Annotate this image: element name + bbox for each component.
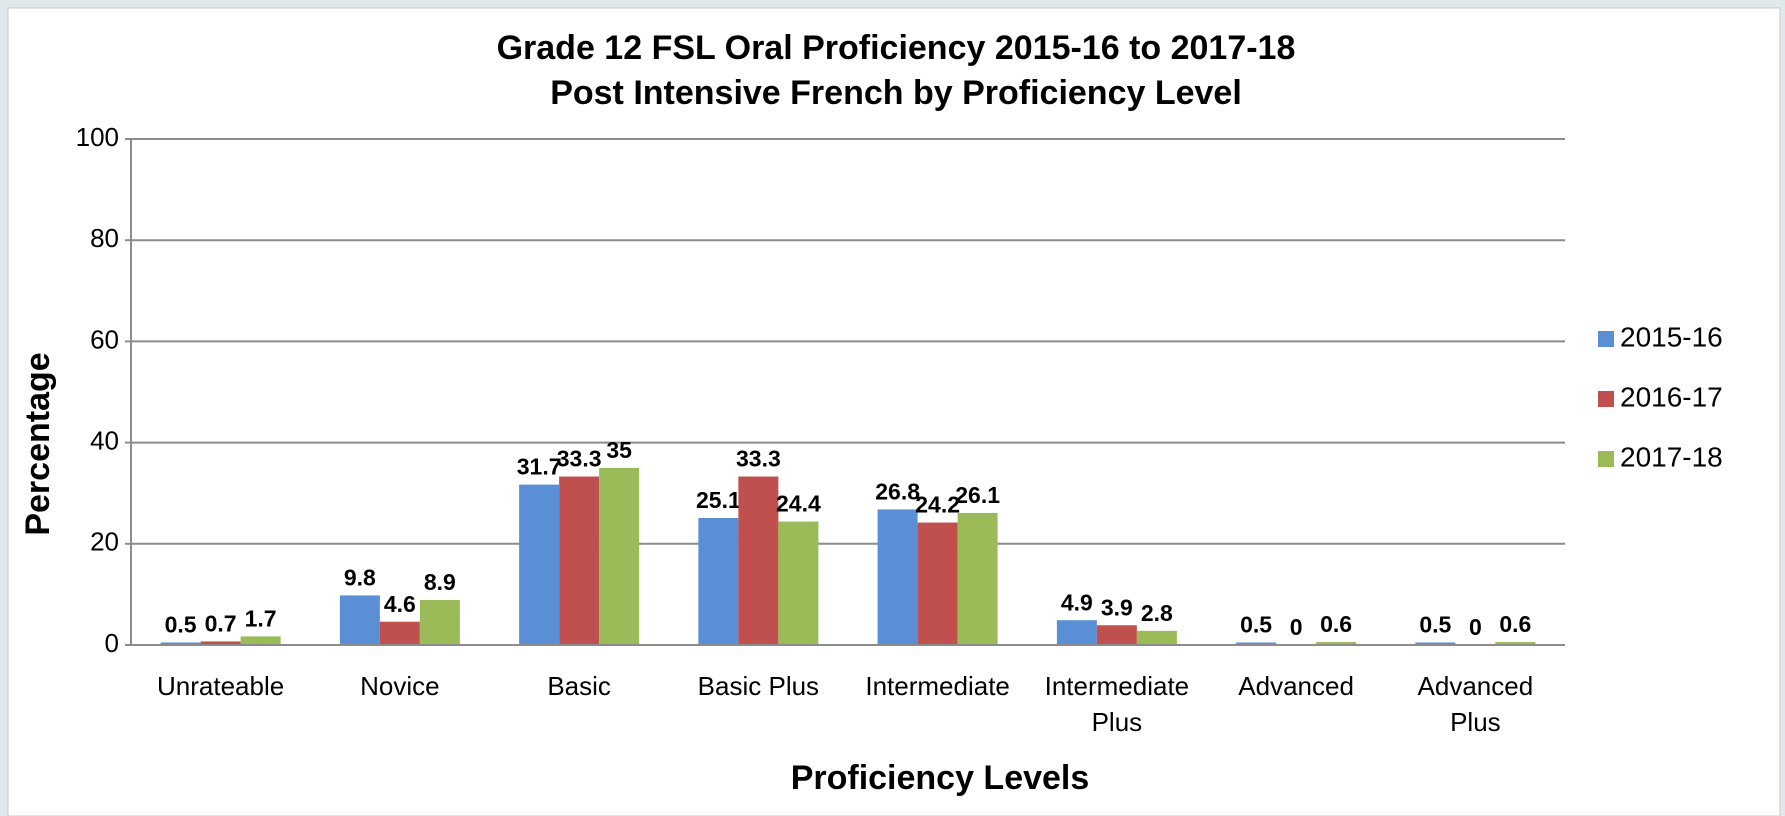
bar xyxy=(419,599,460,645)
legend-marker xyxy=(1598,391,1614,407)
y-tick-label: 80 xyxy=(90,223,119,253)
x-tick-label: Basic xyxy=(547,671,611,701)
legend-label: 2016-17 xyxy=(1620,381,1723,412)
bar xyxy=(160,642,201,645)
x-tick-label: Intermediate Plus xyxy=(1044,671,1190,737)
bar xyxy=(379,621,420,645)
bar xyxy=(698,517,739,645)
value-label: 33.3 xyxy=(557,446,602,472)
value-label: 25.1 xyxy=(696,487,741,513)
bar xyxy=(957,512,998,645)
value-label: 35 xyxy=(606,437,632,463)
bar xyxy=(519,484,560,645)
bar xyxy=(1495,641,1536,645)
value-label: 2.8 xyxy=(1141,600,1173,626)
value-label: 24.2 xyxy=(915,492,960,518)
value-label: 33.3 xyxy=(736,446,781,472)
x-tick-label: Basic Plus xyxy=(697,671,820,701)
value-label: 0.6 xyxy=(1499,611,1531,637)
legend-marker xyxy=(1598,451,1614,467)
bar xyxy=(1096,625,1137,645)
value-label: 0.7 xyxy=(205,611,237,637)
x-tick-label: Novice xyxy=(360,671,440,701)
value-label: 24.4 xyxy=(776,491,821,517)
bar xyxy=(1056,620,1097,645)
value-label: 26.1 xyxy=(955,482,1000,508)
bar xyxy=(200,641,241,645)
bar xyxy=(240,636,281,645)
chart-area xyxy=(7,7,1781,816)
y-axis-title: Percentage xyxy=(19,352,57,535)
value-label: 4.6 xyxy=(384,591,416,617)
bar xyxy=(738,476,779,645)
chart-subtitle: Post Intensive French by Proficiency Lev… xyxy=(550,74,1242,112)
x-tick-label: Advanced xyxy=(1238,671,1354,701)
value-label: 0.5 xyxy=(1419,612,1451,638)
bar xyxy=(1236,642,1277,645)
bar xyxy=(599,467,640,645)
bar xyxy=(1415,642,1456,645)
legend-label: 2015-16 xyxy=(1620,321,1723,352)
bar xyxy=(559,476,600,645)
legend-label: 2017-18 xyxy=(1620,441,1723,472)
y-tick-label: 100 xyxy=(76,122,119,152)
value-label: 1.7 xyxy=(245,605,277,631)
bar xyxy=(1316,641,1357,645)
y-tick-label: 0 xyxy=(105,628,119,658)
value-label: 0.5 xyxy=(1240,612,1272,638)
value-label: 8.9 xyxy=(424,569,456,595)
value-label: 0 xyxy=(1290,614,1303,640)
value-label: 26.8 xyxy=(875,478,920,504)
x-tick-label: Advanced Plus xyxy=(1417,671,1534,737)
x-axis-title: Proficiency Levels xyxy=(791,759,1090,797)
bar xyxy=(339,595,380,645)
value-label: 31.7 xyxy=(517,454,562,480)
y-tick-label: 20 xyxy=(90,527,119,557)
chart-title: Grade 12 FSL Oral Proficiency 2015-16 to… xyxy=(497,29,1296,67)
y-tick-label: 40 xyxy=(90,425,119,455)
bar xyxy=(877,509,918,645)
value-label: 0.5 xyxy=(165,612,197,638)
bar xyxy=(917,522,958,645)
y-tick-label: 60 xyxy=(90,324,119,354)
value-label: 0.6 xyxy=(1320,611,1352,637)
value-label: 0 xyxy=(1469,614,1482,640)
value-label: 4.9 xyxy=(1061,589,1093,615)
x-tick-label: Intermediate xyxy=(865,671,1010,701)
bar xyxy=(1136,630,1177,645)
legend-marker xyxy=(1598,331,1614,347)
x-tick-label: Unrateable xyxy=(157,671,285,701)
bar xyxy=(778,521,819,645)
value-label: 3.9 xyxy=(1101,594,1133,620)
value-label: 9.8 xyxy=(344,564,376,590)
